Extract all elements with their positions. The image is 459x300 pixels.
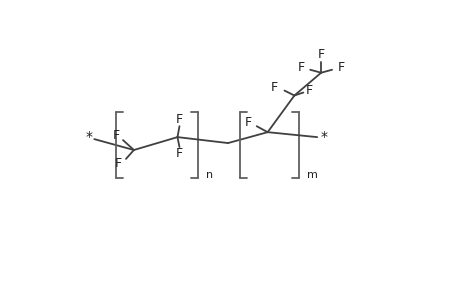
Text: m: m	[307, 170, 318, 180]
Text: F: F	[317, 48, 324, 62]
Text: F: F	[114, 158, 121, 170]
Text: F: F	[336, 61, 344, 74]
Text: F: F	[112, 129, 119, 142]
Text: F: F	[305, 84, 312, 97]
Text: F: F	[270, 81, 278, 94]
Text: *: *	[86, 130, 93, 144]
Text: F: F	[244, 116, 251, 129]
Text: n: n	[206, 170, 213, 180]
Text: F: F	[175, 148, 183, 160]
Text: F: F	[297, 61, 304, 74]
Text: F: F	[175, 113, 183, 126]
Text: *: *	[320, 130, 327, 144]
